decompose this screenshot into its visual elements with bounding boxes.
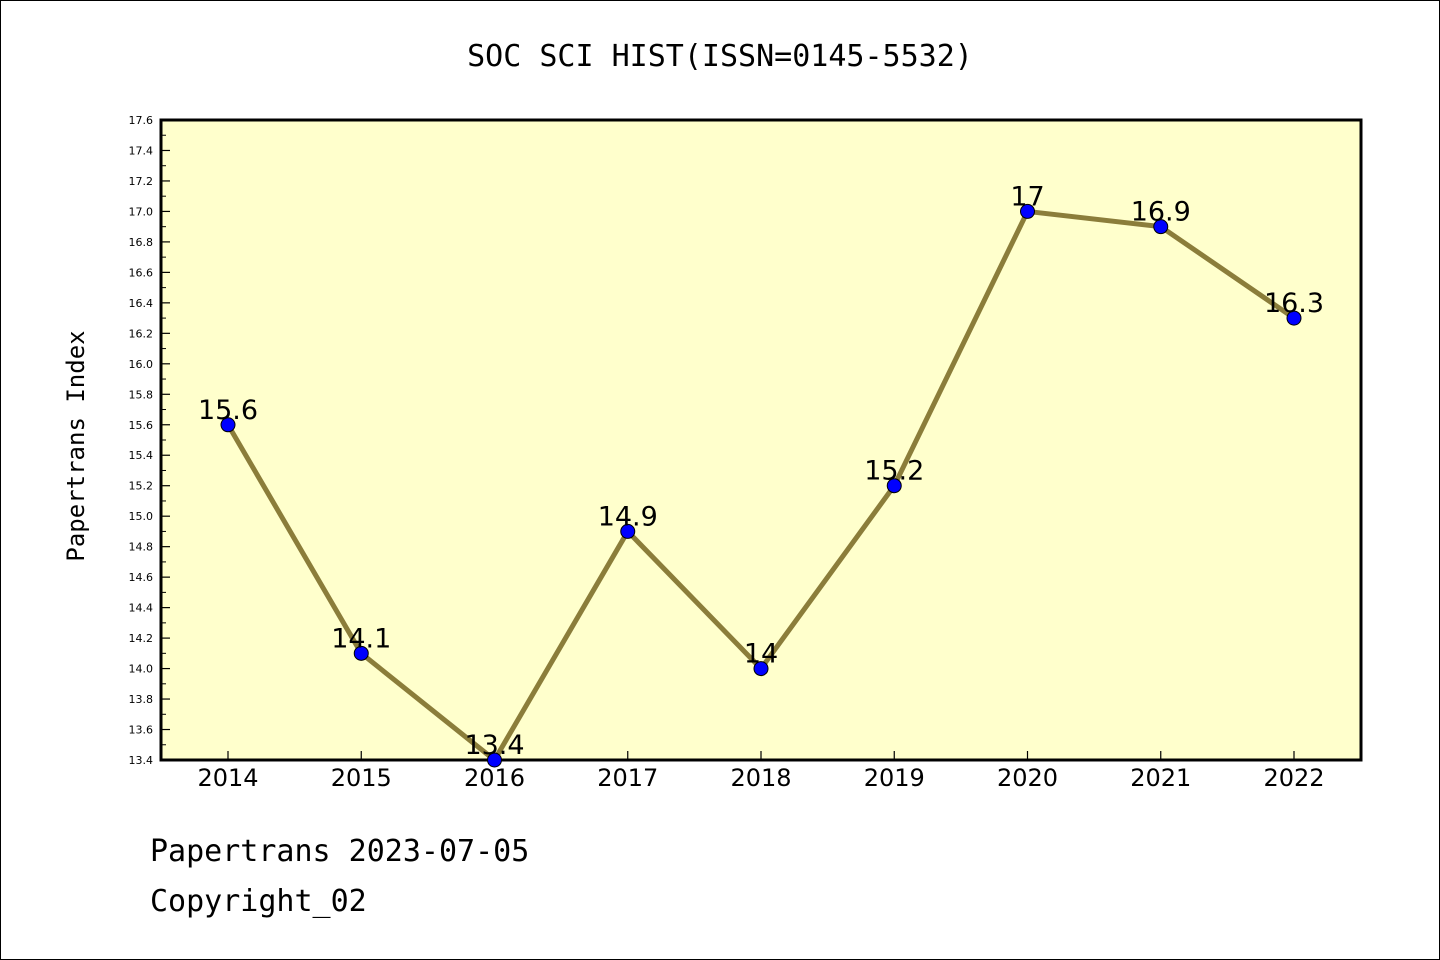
y-tick-label: 13.4 — [129, 754, 154, 767]
y-tick-label: 17.6 — [129, 114, 154, 127]
data-point — [1153, 219, 1169, 235]
y-tick-label: 15.0 — [129, 510, 154, 523]
x-axis: 2014 2015 2016 2017 2018 2019 2020 2021 2022 — [197, 751, 1325, 792]
x-tick-label: 2020 — [997, 764, 1058, 792]
y-tick-label: 17.0 — [129, 205, 154, 218]
footer-copyright: Copyright_02 — [150, 884, 367, 919]
x-tick-label: 2015 — [331, 764, 392, 792]
x-tick-label: 2021 — [1130, 764, 1191, 792]
x-tick-label: 2016 — [464, 764, 525, 792]
y-tick-label: 15.4 — [129, 449, 154, 462]
chart-title: SOC SCI HIST(ISSN=0145-5532) — [467, 39, 973, 74]
y-tick-label: 17.2 — [129, 175, 154, 188]
y-tick-label: 14.6 — [129, 571, 154, 584]
y-tick-label: 16.8 — [129, 236, 154, 249]
data-label: 15.2 — [864, 456, 924, 487]
y-tick-label: 14.8 — [129, 541, 154, 554]
y-tick-label: 16.0 — [129, 358, 154, 371]
y-tick-label: 16.2 — [129, 327, 154, 340]
footer-date: Papertrans 2023-07-05 — [150, 834, 530, 869]
y-tick-label: 16.4 — [129, 297, 154, 310]
data-point — [753, 661, 769, 677]
data-label: 16.3 — [1264, 288, 1324, 319]
data-points — [220, 203, 1302, 768]
y-tick-label: 14.2 — [129, 632, 154, 645]
data-point — [353, 645, 369, 661]
data-label: 15.6 — [198, 395, 258, 426]
x-tick-label: 2018 — [730, 764, 791, 792]
y-tick-label: 13.8 — [129, 693, 154, 706]
data-label: 14.9 — [598, 501, 658, 532]
y-tick-label: 16.6 — [129, 266, 154, 279]
data-point — [487, 752, 502, 768]
data-label: 13.4 — [464, 730, 524, 761]
data-point — [886, 478, 902, 494]
x-tick-label: 2022 — [1263, 764, 1324, 792]
x-tick-label: 2019 — [864, 764, 925, 792]
data-point — [220, 417, 236, 433]
y-axis: 13.4 13.6 13.8 14.0 14.2 14.4 14.6 14.8 15.0 15.2… — [129, 114, 170, 767]
data-point — [620, 523, 636, 539]
y-tick-label: 15.8 — [129, 388, 154, 401]
data-point — [1020, 203, 1035, 219]
data-label: 16.9 — [1131, 197, 1191, 228]
y-tick-label: 14.4 — [129, 602, 154, 615]
x-tick-label: 2017 — [597, 764, 658, 792]
x-tick-label: 2014 — [197, 764, 258, 792]
y-tick-label: 15.2 — [129, 480, 154, 493]
y-tick-label: 15.6 — [129, 419, 154, 432]
data-labels: 15.6 14.1 13.4 14.9 14 15.2 17 16.9 16.3 — [198, 181, 1324, 761]
data-label: 14.1 — [331, 623, 391, 654]
data-label: 14 — [744, 639, 778, 670]
data-point — [1286, 310, 1302, 326]
y-tick-label: 13.6 — [129, 724, 154, 737]
y-tick-label: 17.4 — [129, 144, 154, 157]
y-axis-label: Papertrans Index — [62, 330, 90, 561]
y-tick-label: 14.0 — [129, 663, 154, 676]
data-label: 17 — [1010, 181, 1044, 212]
